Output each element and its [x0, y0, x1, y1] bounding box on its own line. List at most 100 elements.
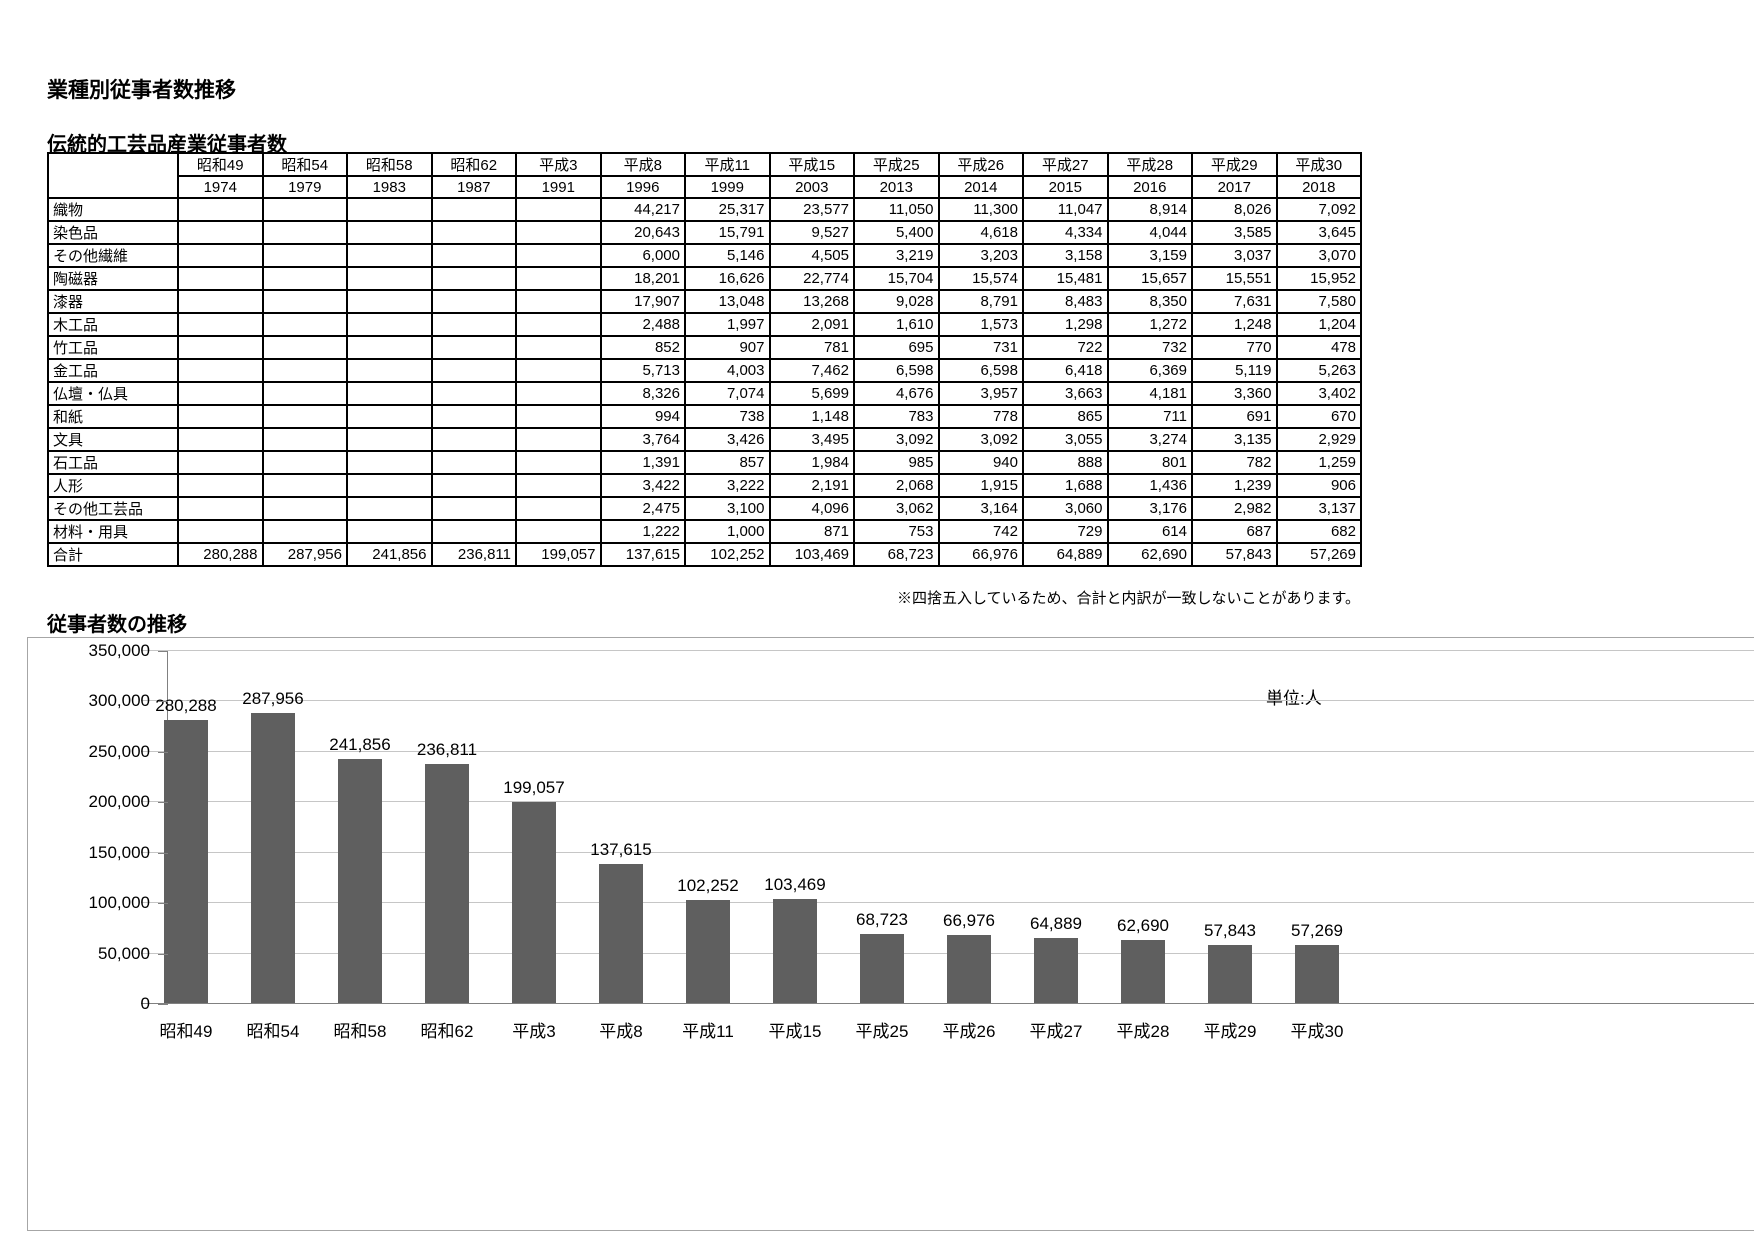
bar [947, 935, 991, 1003]
table-cell: 1,298 [1022, 312, 1109, 337]
table-cell [430, 473, 517, 498]
table-cell [430, 381, 517, 406]
table-cell [261, 312, 348, 337]
table-cell: 1,259 [1275, 450, 1362, 475]
table-cell [515, 450, 602, 475]
plot-area: 280,288 287,956 241,856 236,811 199,057 137,6… [141, 650, 1754, 1004]
column-header-year: 2003 [768, 175, 855, 199]
table-cell: 137,615 [599, 542, 686, 567]
table-cell: 103,469 [768, 542, 855, 567]
bar [860, 933, 904, 1003]
table-cell: 4,044 [1106, 220, 1193, 245]
column-header-year: 2014 [937, 175, 1024, 199]
table-cell: 1,610 [853, 312, 940, 337]
table-cell: 3,402 [1275, 381, 1362, 406]
table-cell: 1,272 [1106, 312, 1193, 337]
table-cell [346, 289, 433, 314]
row-label: 織物 [47, 197, 179, 222]
column-header-year: 1983 [346, 175, 433, 199]
table-cell: 3,203 [937, 243, 1024, 268]
table-cell [346, 312, 433, 337]
table-cell: 15,481 [1022, 266, 1109, 291]
table-cell: 3,092 [937, 427, 1024, 452]
table-cell: 994 [599, 404, 686, 429]
table-cell [430, 220, 517, 245]
table-cell: 13,268 [768, 289, 855, 314]
table-cell: 729 [1022, 519, 1109, 544]
x-axis-tick-label: 平成3 [512, 1022, 556, 1041]
table-cell: 57,269 [1275, 542, 1362, 567]
bar [773, 898, 817, 1003]
table-cell: 62,690 [1106, 542, 1193, 567]
column-header-era: 平成3 [515, 152, 602, 177]
table-cell [515, 427, 602, 452]
table-cell: 3,426 [684, 427, 771, 452]
table-cell [177, 427, 264, 452]
bar-value-label: 64,889 [1030, 913, 1082, 933]
table-cell [430, 312, 517, 337]
table-cell: 781 [768, 335, 855, 360]
table-row: 竹工品 852 907 781 695 731 722 732 770 478 [47, 335, 1362, 360]
x-axis-tick-label: 平成30 [1290, 1022, 1344, 1041]
row-label: 文具 [47, 427, 179, 452]
y-axis-tick [158, 852, 168, 854]
table-cell [177, 312, 264, 337]
table-cell: 4,181 [1106, 381, 1193, 406]
table-cell [515, 243, 602, 268]
table-row: 織物 44,217 25,317 23,577 11,050 11,300 11,047 8,… [47, 197, 1362, 222]
bar [425, 764, 469, 1003]
y-axis-tick [158, 651, 168, 652]
table-cell: 22,774 [768, 266, 855, 291]
table-cell: 68,723 [853, 542, 940, 567]
table-cell: 3,055 [1022, 427, 1109, 452]
table-cell: 1,148 [768, 404, 855, 429]
table-cell: 3,219 [853, 243, 940, 268]
table-cell: 1,222 [599, 519, 686, 544]
table-cell [515, 266, 602, 291]
table-cell [430, 450, 517, 475]
table-cell: 3,137 [1275, 496, 1362, 521]
x-axis-tick-label: 昭和49 [159, 1022, 213, 1041]
table-cell: 783 [853, 404, 940, 429]
table-cell [346, 381, 433, 406]
table-cell [430, 197, 517, 222]
table-cell [346, 197, 433, 222]
table-row: 文具 3,764 3,426 3,495 3,092 3,092 3,055 3,274 3,1… [47, 427, 1362, 452]
table-cell: 3,070 [1275, 243, 1362, 268]
column-header-year: 2017 [1191, 175, 1278, 199]
column-header-year: 1991 [515, 175, 602, 199]
column-header-year: 1987 [430, 175, 517, 199]
table-cell: 2,091 [768, 312, 855, 337]
table-cell [261, 450, 348, 475]
table-cell [177, 243, 264, 268]
table-cell: 7,580 [1275, 289, 1362, 314]
table-cell: 3,663 [1022, 381, 1109, 406]
table-cell [261, 427, 348, 452]
table-cell: 670 [1275, 404, 1362, 429]
bar-value-label: 57,269 [1291, 921, 1343, 941]
table-cell: 3,062 [853, 496, 940, 521]
y-axis-tick-label: 150,000 [88, 842, 150, 862]
table-cell: 3,422 [599, 473, 686, 498]
table-cell: 4,096 [768, 496, 855, 521]
column-header-year: 2016 [1106, 175, 1193, 199]
table-note: ※四捨五入しているため、合計と内訳が一致しないことがあります。 [896, 590, 1360, 607]
table-cell: 3,060 [1022, 496, 1109, 521]
row-label: 石工品 [47, 450, 179, 475]
table-cell: 3,585 [1191, 220, 1278, 245]
table-cell: 6,598 [853, 358, 940, 383]
table-cell [177, 473, 264, 498]
column-header-era: 平成28 [1106, 152, 1193, 177]
table-cell [346, 220, 433, 245]
table-cell: 4,003 [684, 358, 771, 383]
table-cell: 17,907 [599, 289, 686, 314]
table-cell [515, 404, 602, 429]
table-cell [430, 358, 517, 383]
table-cell: 2,068 [853, 473, 940, 498]
table-cell: 15,551 [1191, 266, 1278, 291]
table-cell [346, 243, 433, 268]
table-cell: 1,248 [1191, 312, 1278, 337]
bar [1034, 937, 1078, 1003]
x-axis-tick-label: 平成26 [942, 1022, 996, 1041]
table-cell: 7,631 [1191, 289, 1278, 314]
